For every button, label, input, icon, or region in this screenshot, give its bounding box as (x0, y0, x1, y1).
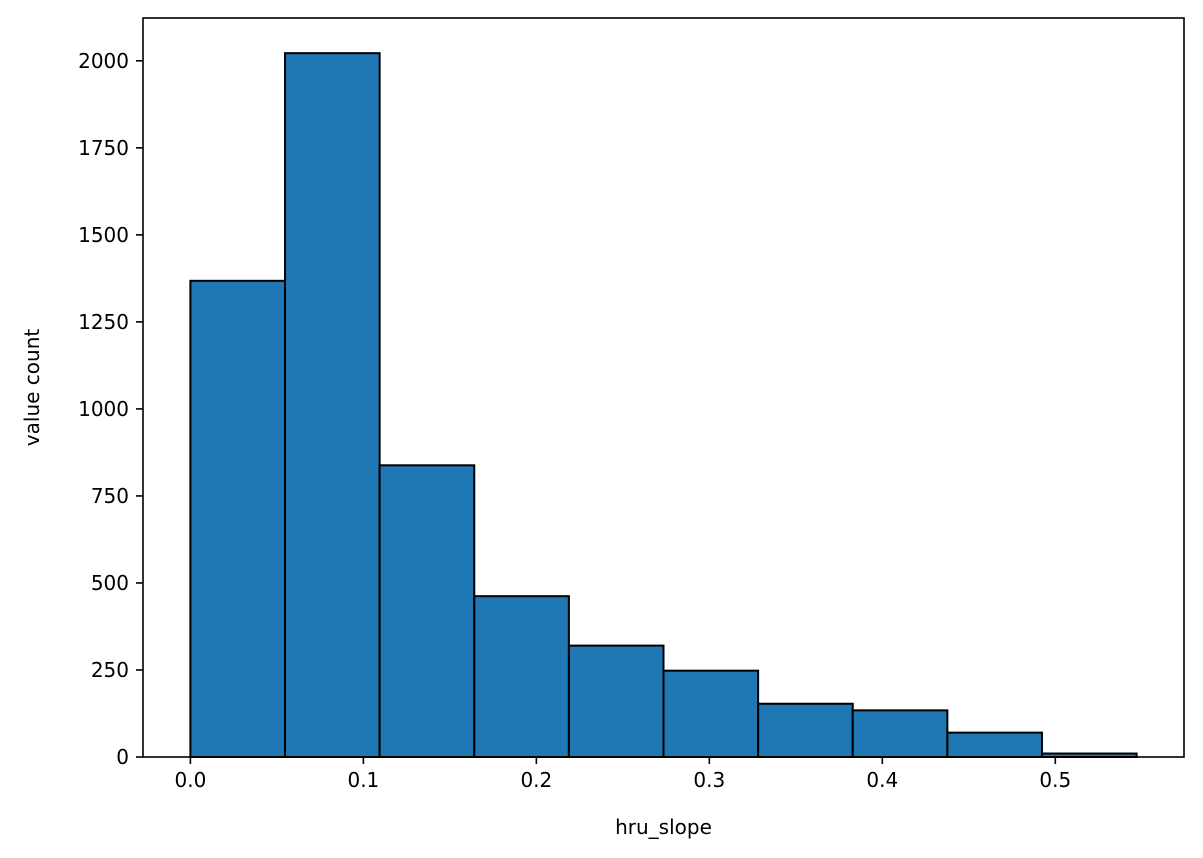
x-axis-ticks: 0.0 0.1 0.2 0.3 0.4 0.5 (174, 757, 1071, 792)
x-tick-label: 0.2 (520, 768, 552, 792)
x-tick-label: 0.5 (1039, 768, 1071, 792)
y-tick-label: 1750 (78, 136, 129, 160)
y-tick-label: 1500 (78, 223, 129, 247)
histogram-bar (946, 731, 1043, 759)
histogram-bar (757, 702, 854, 759)
histogram-bar (378, 464, 476, 758)
y-axis-ticks: 0 250 500 750 1000 1250 1500 1750 2000 (78, 49, 143, 769)
x-axis-label: hru_slope (615, 815, 712, 839)
x-tick-label: 0.3 (693, 768, 725, 792)
x-tick-label: 0.4 (866, 768, 898, 792)
y-tick-label: 750 (91, 484, 129, 508)
histogram-bar (473, 595, 570, 758)
y-tick-label: 0 (116, 745, 129, 769)
y-tick-label: 250 (91, 658, 129, 682)
y-tick-label: 500 (91, 571, 129, 595)
plot-frame (142, 17, 1185, 758)
histogram-bar (567, 644, 665, 759)
y-tick-label: 2000 (78, 49, 129, 73)
histogram-bar (851, 709, 949, 759)
y-axis-label: value count (20, 329, 44, 447)
x-tick-label: 0.1 (347, 768, 379, 792)
histogram-bars (189, 52, 1138, 759)
histogram-bar (284, 52, 381, 758)
x-tick-label: 0.0 (174, 768, 206, 792)
y-tick-label: 1000 (78, 397, 129, 421)
histogram-bar (662, 669, 760, 758)
y-tick-label: 1250 (78, 310, 129, 334)
histogram-bar (189, 279, 287, 758)
